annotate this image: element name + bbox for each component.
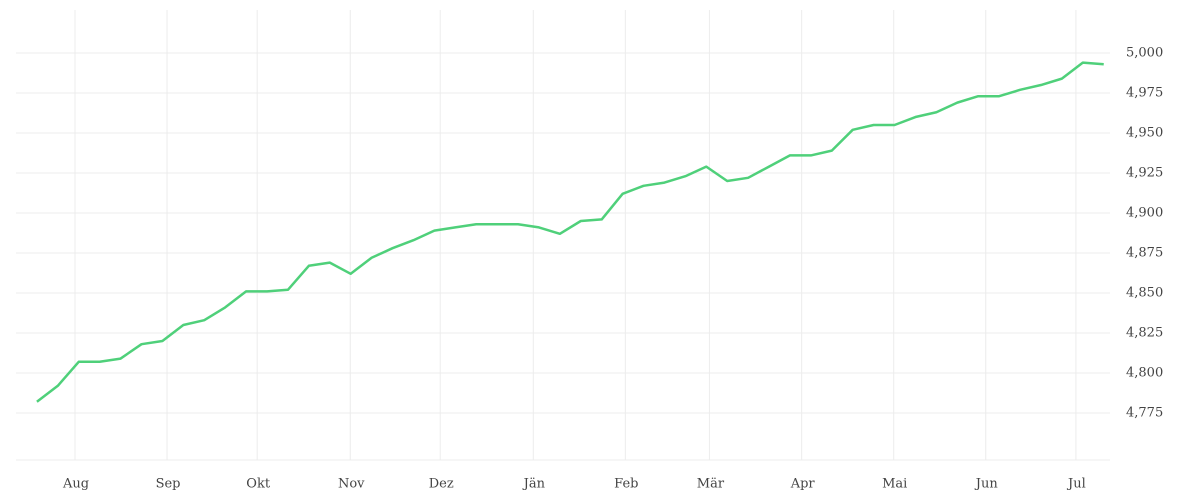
x-tick-label: Apr [790, 477, 816, 492]
x-tick-label: Jul [1066, 477, 1086, 492]
x-tick-label: Okt [246, 477, 271, 492]
y-tick-label: 4,875 [1126, 245, 1163, 260]
y-tick-label: 4,800 [1126, 365, 1163, 380]
x-tick-label: Mär [697, 477, 725, 492]
y-tick-label: 4,950 [1126, 126, 1163, 141]
y-tick-label: 4,775 [1126, 405, 1163, 420]
x-tick-label: Jän [522, 477, 546, 492]
y-tick-label: 4,825 [1126, 325, 1163, 340]
x-tick-label: Dez [429, 477, 454, 492]
x-tick-label: Jun [974, 477, 999, 492]
x-tick-label: Sep [156, 477, 181, 492]
y-tick-label: 4,925 [1126, 166, 1163, 181]
line-series [36, 61, 1104, 403]
y-tick-label: 4,975 [1126, 86, 1163, 101]
y-tick-label: 5,000 [1126, 46, 1163, 61]
x-tick-label: Aug [62, 477, 89, 492]
x-tick-label: Mai [882, 477, 907, 492]
y-tick-label: 4,850 [1126, 285, 1163, 300]
y-tick-label: 4,900 [1126, 206, 1163, 221]
x-tick-label: Feb [614, 477, 638, 492]
x-tick-label: Nov [338, 477, 365, 492]
